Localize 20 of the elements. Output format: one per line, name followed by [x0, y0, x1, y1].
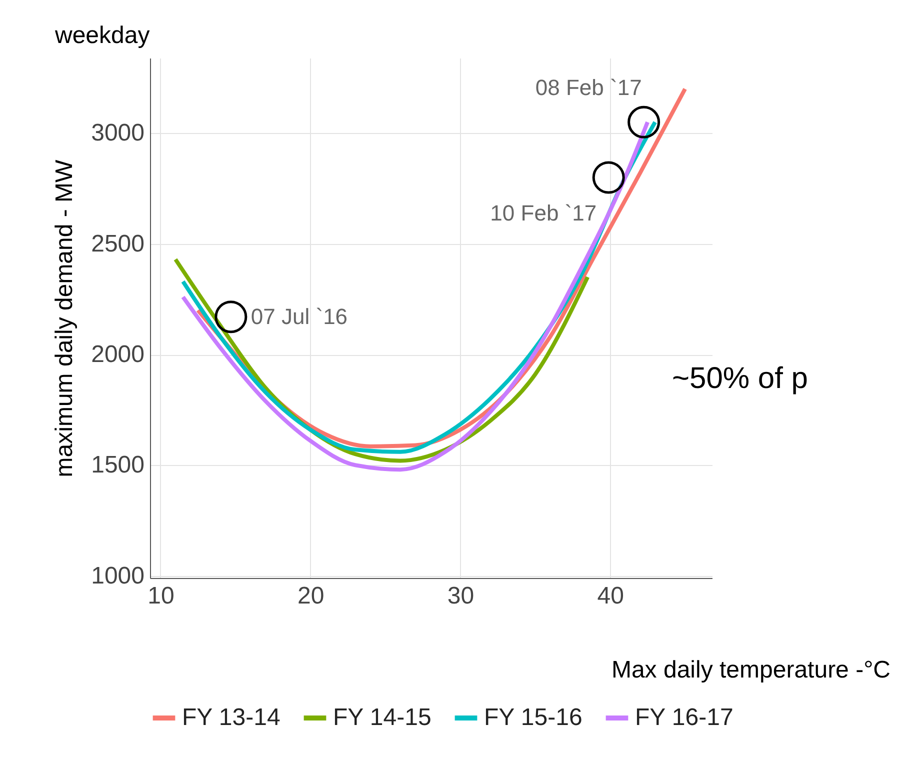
x-tick-label: 20 [298, 582, 324, 610]
y-tick-label: 1000 [91, 562, 144, 590]
y-axis-title: maximum daily demand - MW [51, 159, 78, 478]
annotation: 07 Jul `16 [250, 304, 348, 329]
legend-label: FY 15-16 [484, 704, 582, 731]
y-tick-label: 2500 [91, 230, 144, 258]
x-tick-label: 10 [148, 582, 174, 610]
annotation: 08 Feb `17 [535, 75, 642, 100]
x-axis-title: Max daily temperature -°C [611, 656, 890, 684]
legend-label: FY 13-14 [182, 704, 280, 731]
x-tick-label: 40 [597, 582, 624, 610]
legend-label: FY 16-17 [635, 704, 734, 731]
legend-label: FY 14-15 [333, 704, 432, 731]
chart-title: weekday [54, 22, 150, 49]
y-tick-label: 3000 [91, 120, 144, 147]
annotation: ~50% of p [672, 362, 808, 396]
annotation: 10 Feb `17 [490, 200, 597, 226]
y-tick-label: 2000 [91, 341, 144, 368]
x-tick-label: 30 [447, 582, 474, 610]
y-tick-label: 1500 [91, 452, 144, 479]
